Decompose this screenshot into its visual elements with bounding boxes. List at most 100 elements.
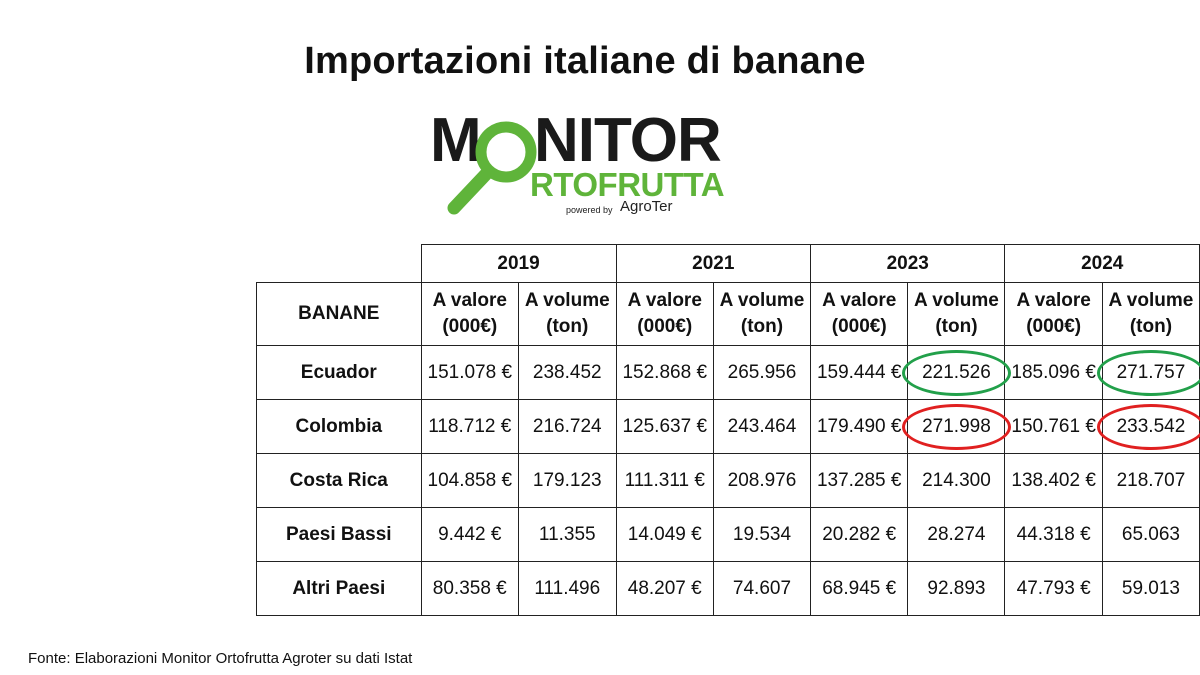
value-cell: 218.707 xyxy=(1101,453,1200,508)
value-cell: 265.956 xyxy=(712,345,812,400)
empty-corner-cell xyxy=(256,244,422,283)
table-row: Altri Paesi 80.358 €111.496 48.207 €74.607… xyxy=(256,561,1200,616)
imports-table: 2019 2021 2023 2024 BANANE A valore (000€) A vo… xyxy=(256,244,1200,616)
value-cell: 214.300 xyxy=(907,453,1006,508)
value-cell: 238.452 xyxy=(517,345,617,400)
page-title: Importazioni italiane di banane xyxy=(304,40,866,82)
year-header-2023: 2023 xyxy=(809,244,1006,283)
highlighted-value: 271.998 xyxy=(902,403,1011,450)
value-cell: 137.285 € xyxy=(809,453,909,508)
value-cell: 216.724 xyxy=(517,399,617,454)
value-cell: 59.013 xyxy=(1101,561,1200,616)
value-cell: 118.712 € xyxy=(420,399,519,454)
header-line-1: A valore xyxy=(627,290,702,311)
value-cell: 104.858 € xyxy=(420,453,519,508)
logo-powered-by: powered by xyxy=(566,205,613,215)
year-header-2019: 2019 xyxy=(420,244,617,283)
value-text: 271.998 xyxy=(922,415,991,437)
row-header-banane: BANANE xyxy=(256,282,422,346)
table-row: Colombia 118.712 €216.724 125.637 €243.464… xyxy=(256,399,1200,454)
row-label-ecuador: Ecuador xyxy=(256,345,422,400)
header-a-valore: A valore (000€) xyxy=(809,282,909,346)
header-a-valore: A valore (000€) xyxy=(1004,282,1103,346)
value-cell: 150.761 € xyxy=(1004,399,1103,454)
row-label-costa-rica: Costa Rica xyxy=(256,453,422,508)
header-line-2: (000€) xyxy=(442,316,498,337)
value-cell: 152.868 € xyxy=(615,345,714,400)
header-a-valore: A valore (000€) xyxy=(420,282,519,346)
row-label-paesi-bassi: Paesi Bassi xyxy=(256,507,422,562)
year-header-2021: 2021 xyxy=(615,244,812,283)
value-cell: 14.049 € xyxy=(615,507,714,562)
header-line-2: (ton) xyxy=(1129,316,1173,337)
value-cell: 159.444 € xyxy=(809,345,909,400)
value-cell: 151.078 € xyxy=(420,345,519,400)
table-row: Costa Rica 104.858 €179.123 111.311 €208.9… xyxy=(256,453,1200,508)
header-line-2: (ton) xyxy=(935,316,978,337)
value-cell: 74.607 xyxy=(712,561,812,616)
source-note: Fonte: Elaborazioni Monitor Ortofrutta A… xyxy=(28,650,413,667)
header-a-volume: A volume (ton) xyxy=(907,282,1006,346)
header-a-volume: A volume (ton) xyxy=(517,282,617,346)
value-cell: 44.318 € xyxy=(1004,507,1103,562)
table-row: Ecuador 151.078 €238.452 152.868 €265.956 1… xyxy=(256,345,1200,400)
value-text: 271.757 xyxy=(1116,361,1186,383)
value-cell: 68.945 € xyxy=(809,561,909,616)
value-text: 221.526 xyxy=(922,361,991,383)
header-line-1: A valore xyxy=(822,290,897,311)
value-cell: 20.282 € xyxy=(809,507,909,562)
header-line-2: (000€) xyxy=(637,316,693,337)
monitor-ortofrutta-logo: M NITOR RTOFRUTTA powered by AgroTer xyxy=(430,110,775,220)
value-cell: 19.534 xyxy=(712,507,812,562)
row-label-colombia: Colombia xyxy=(256,399,422,454)
header-line-1: A volume xyxy=(914,290,999,311)
value-cell: 208.976 xyxy=(712,453,812,508)
logo-word-nitor: NITOR xyxy=(534,106,722,175)
highlighted-value: 271.757 xyxy=(1096,349,1200,396)
highlighted-value: 233.542 xyxy=(1096,403,1200,450)
header-line-2: (000€) xyxy=(831,316,887,337)
header-line-1: A valore xyxy=(1016,290,1091,311)
table-body: 2019 2021 2023 2024 BANANE A valore (000€) A vo… xyxy=(256,244,1200,616)
header-a-valore: A valore (000€) xyxy=(615,282,714,346)
value-cell: 179.490 € xyxy=(809,399,909,454)
header-a-volume: A volume (ton) xyxy=(712,282,812,346)
value-cell: 185.096 € xyxy=(1004,345,1103,400)
value-cell: 11.355 xyxy=(517,507,617,562)
header-line-2: (000€) xyxy=(1026,316,1082,337)
value-text: 233.542 xyxy=(1116,415,1186,437)
logo-letter-m: M xyxy=(430,106,482,175)
logo-word-rtofrutta: RTOFRUTTA xyxy=(530,166,725,203)
value-cell: 47.793 € xyxy=(1004,561,1103,616)
logo-brand-agroter: AgroTer xyxy=(620,198,673,215)
value-cell: 125.637 € xyxy=(615,399,714,454)
value-cell: 65.063 xyxy=(1101,507,1200,562)
header-line-1: A valore xyxy=(432,290,507,311)
header-line-2: (ton) xyxy=(546,316,589,337)
value-cell: 9.442 € xyxy=(420,507,519,562)
magnifier-icon xyxy=(447,121,537,215)
value-cell: 48.207 € xyxy=(615,561,714,616)
value-cell: 80.358 € xyxy=(420,561,519,616)
value-cell: 92.893 xyxy=(907,561,1006,616)
value-cell: 179.123 xyxy=(517,453,617,508)
header-line-1: A volume xyxy=(719,290,805,311)
header-line-2: (ton) xyxy=(740,316,784,337)
highlighted-value: 221.526 xyxy=(902,349,1011,396)
year-header-2024: 2024 xyxy=(1004,244,1200,283)
value-cell: 271.757 xyxy=(1096,345,1200,400)
value-cell: 111.496 xyxy=(517,561,617,616)
value-cell: 243.464 xyxy=(712,399,812,454)
value-cell: 138.402 € xyxy=(1004,453,1103,508)
header-line-1: A volume xyxy=(1108,290,1194,311)
year-header-row: 2019 2021 2023 2024 xyxy=(256,244,1200,283)
row-label-altri-paesi: Altri Paesi xyxy=(256,561,422,616)
header-line-1: A volume xyxy=(524,290,610,311)
value-cell: 271.998 xyxy=(902,399,1011,454)
value-cell: 221.526 xyxy=(902,345,1011,400)
value-cell: 28.274 xyxy=(907,507,1006,562)
metric-header-row: BANANE A valore (000€) A volume (ton) A valor… xyxy=(256,282,1200,346)
value-cell: 111.311 € xyxy=(615,453,714,508)
table-row: Paesi Bassi 9.442 €11.355 14.049 €19.534 20… xyxy=(256,507,1200,562)
value-cell: 233.542 xyxy=(1096,399,1200,454)
